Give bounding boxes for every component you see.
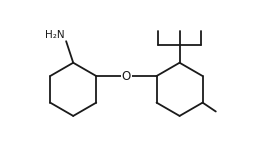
Text: O: O [122,70,131,83]
Text: H₂N: H₂N [45,30,65,40]
